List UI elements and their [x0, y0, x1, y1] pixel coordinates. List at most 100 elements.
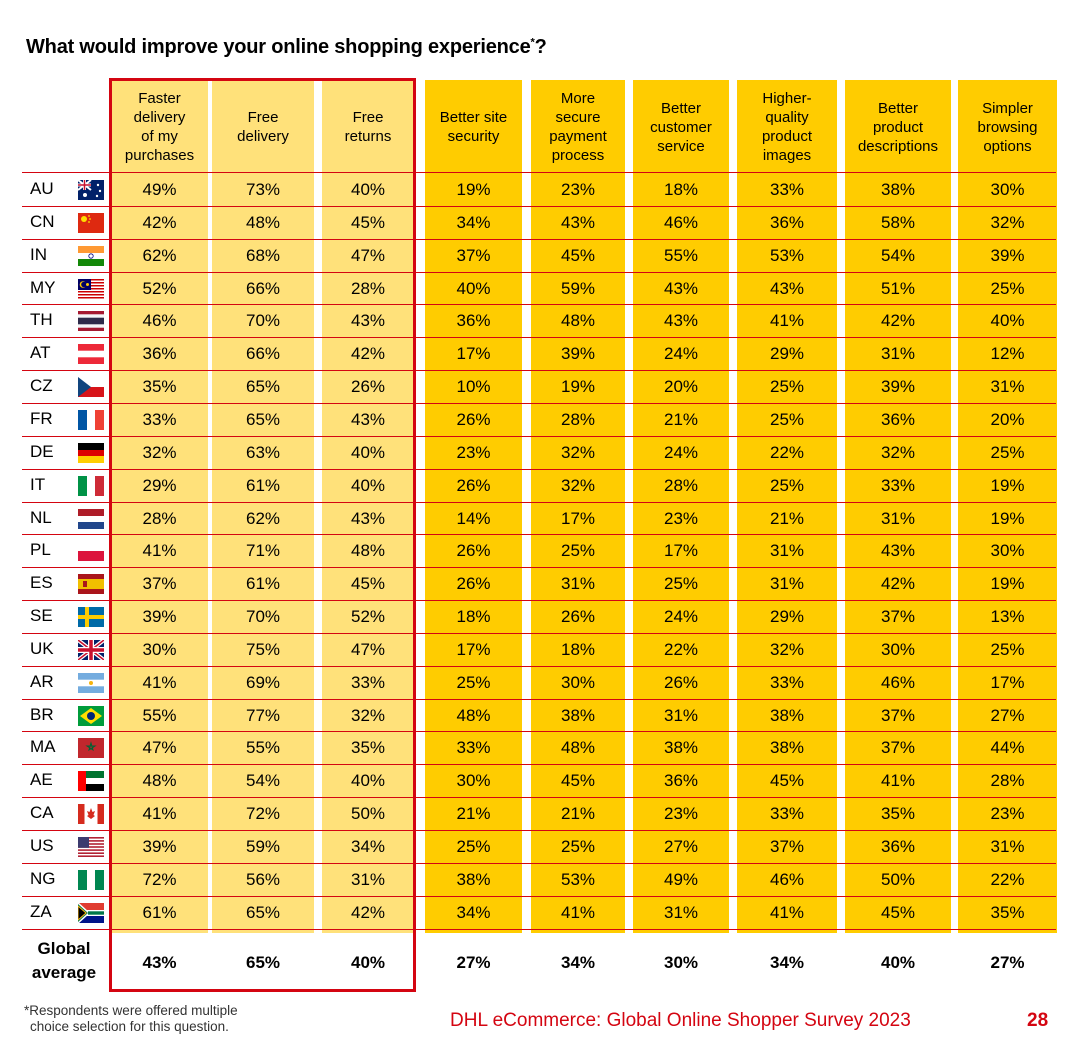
table-cell: 61% — [142, 902, 177, 922]
table-cell: 65% — [245, 902, 281, 922]
table-cell: 46% — [769, 869, 805, 889]
se-flag-icon — [78, 607, 104, 628]
table-cell: 17% — [456, 639, 491, 659]
row-divider — [22, 239, 1056, 240]
table-cell: 59% — [560, 278, 596, 298]
ng-flag-icon — [78, 869, 104, 890]
table-cell: 36% — [663, 771, 699, 791]
table-cell: 20% — [663, 377, 699, 397]
br-flag-icon — [78, 705, 104, 726]
table-cell: 34% — [456, 212, 491, 232]
table-cell: 29% — [769, 344, 805, 364]
country-code: MA — [30, 737, 56, 757]
row-divider — [22, 567, 1056, 568]
table-cell: 13% — [990, 607, 1025, 627]
table-cell: 40% — [350, 475, 386, 495]
table-cell: 41% — [142, 804, 177, 824]
table-cell: 51% — [880, 278, 916, 298]
row-divider — [22, 699, 1056, 700]
table-cell: 36% — [769, 212, 805, 232]
table-cell: 25% — [769, 409, 805, 429]
row-divider — [22, 830, 1056, 831]
column-header: Simpler browsing options — [977, 99, 1038, 155]
table-cell: 22% — [990, 869, 1025, 889]
at-flag-icon — [78, 344, 104, 365]
row-divider — [22, 929, 1056, 930]
table-cell: 38% — [456, 869, 491, 889]
table-cell: 47% — [142, 738, 177, 758]
table-cell: 73% — [245, 180, 281, 199]
table-cell: 65% — [245, 377, 281, 397]
table-cell: 28% — [560, 409, 596, 429]
table-cell: 71% — [245, 541, 281, 561]
table-cell: 55% — [663, 245, 699, 265]
it-flag-icon — [78, 475, 104, 496]
pl-flag-icon — [78, 541, 104, 562]
table-cell: 28% — [350, 278, 386, 298]
country-code: CZ — [30, 376, 53, 396]
table-cell: 18% — [663, 180, 699, 199]
country-code: ZA — [30, 901, 52, 921]
column-background — [111, 80, 208, 933]
table-cell: 39% — [880, 377, 916, 397]
table-cell: 45% — [350, 574, 386, 594]
table-cell: 32% — [142, 442, 177, 462]
column-background — [958, 80, 1057, 933]
table-cell: 30% — [142, 639, 177, 659]
table-cell: 28% — [663, 475, 699, 495]
table-cell: 23% — [560, 180, 596, 199]
table-cell: 70% — [245, 607, 281, 627]
global-average-cell: 40% — [880, 952, 916, 972]
country-code: ES — [30, 573, 53, 593]
column-header: Better product descriptions — [857, 99, 939, 155]
country-code: SE — [30, 606, 53, 626]
table-cell: 42% — [350, 344, 386, 364]
row-divider — [22, 206, 1056, 207]
table-cell: 40% — [350, 442, 386, 462]
table-cell: 43% — [350, 508, 386, 528]
table-cell: 25% — [769, 475, 805, 495]
table-cell: 37% — [769, 837, 805, 856]
column-header: Faster delivery of my purchases — [124, 90, 195, 164]
country-code: MY — [30, 277, 56, 297]
table-cell: 68% — [245, 245, 281, 265]
table-cell: 43% — [663, 311, 699, 331]
my-flag-icon — [78, 278, 104, 299]
table-cell: 26% — [560, 607, 596, 627]
table-cell: 21% — [769, 508, 805, 528]
table-cell: 22% — [663, 639, 699, 659]
global-average-cell: 27% — [456, 952, 491, 972]
table-cell: 31% — [880, 344, 916, 364]
table-cell: 10% — [456, 377, 491, 397]
table-cell: 41% — [142, 541, 177, 561]
table-cell: 32% — [350, 705, 386, 725]
table-cell: 46% — [663, 212, 699, 232]
table-cell: 43% — [769, 278, 805, 298]
table-cell: 69% — [245, 672, 281, 692]
table-cell: 18% — [456, 607, 491, 627]
row-divider — [22, 797, 1056, 798]
table-cell: 25% — [663, 574, 699, 594]
country-code: FR — [30, 408, 53, 428]
table-cell: 31% — [663, 902, 699, 922]
table-cell: 66% — [245, 344, 281, 364]
table-cell: 61% — [245, 574, 281, 594]
table-cell: 38% — [663, 738, 699, 758]
table-cell: 53% — [560, 869, 596, 889]
row-divider — [22, 304, 1056, 305]
table-cell: 39% — [560, 344, 596, 364]
table-cell: 43% — [663, 278, 699, 298]
table-cell: 47% — [350, 245, 386, 265]
table-cell: 53% — [769, 245, 805, 265]
table-cell: 32% — [990, 212, 1025, 232]
country-code: US — [30, 836, 54, 855]
table-cell: 17% — [990, 672, 1025, 692]
country-code: CN — [30, 211, 55, 231]
table-cell: 31% — [880, 508, 916, 528]
page-title: What would improve your online shopping … — [26, 36, 547, 58]
row-divider — [22, 370, 1056, 371]
table-cell: 30% — [990, 541, 1025, 561]
table-cell: 36% — [880, 409, 916, 429]
table-cell: 19% — [990, 508, 1025, 528]
table-cell: 31% — [769, 541, 805, 561]
